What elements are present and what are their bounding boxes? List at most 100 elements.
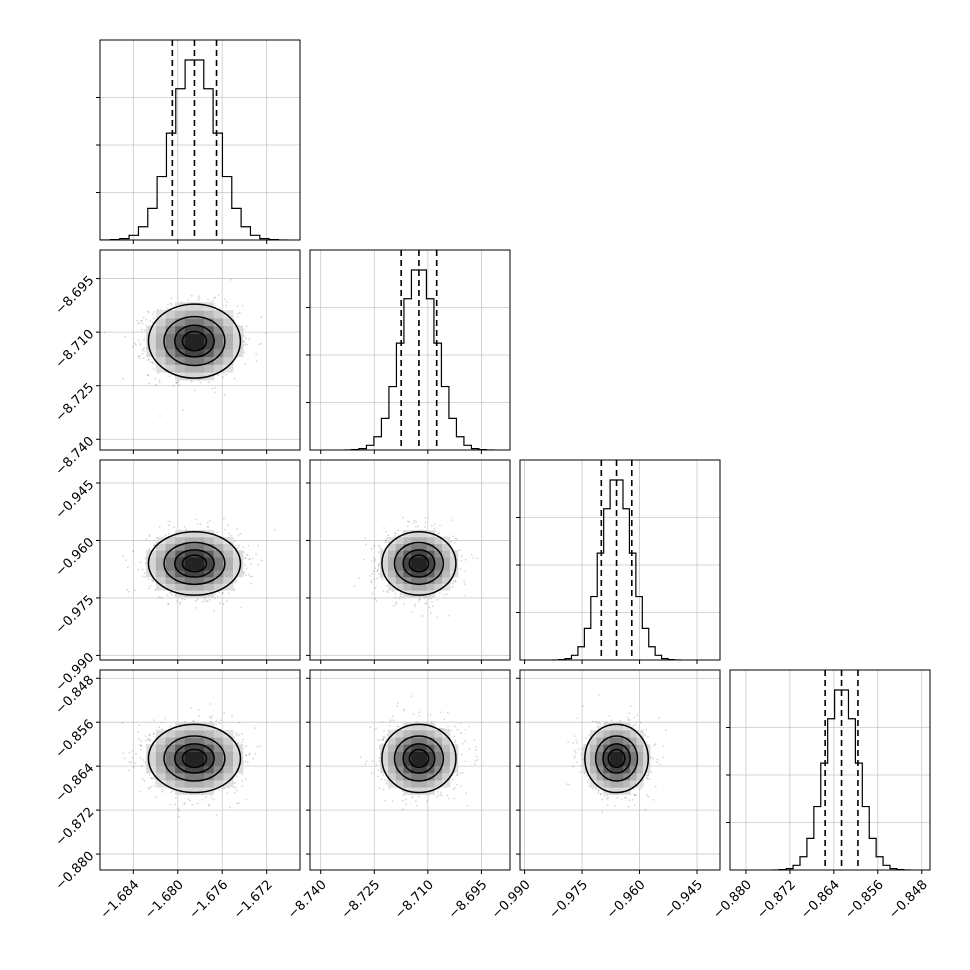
density-cell xyxy=(418,779,428,788)
scatter-point xyxy=(470,554,473,556)
scatter-point xyxy=(440,794,443,797)
scatter-point xyxy=(168,524,170,527)
scatter-point xyxy=(196,802,199,805)
density-cell xyxy=(194,333,205,342)
density-cell xyxy=(434,758,443,767)
scatter-point xyxy=(235,579,238,582)
density-cell xyxy=(165,765,176,774)
scatter-point xyxy=(236,802,238,805)
scatter-point xyxy=(407,521,410,523)
scatter-point xyxy=(185,528,188,531)
scatter-point xyxy=(156,308,159,311)
scatter-point xyxy=(238,733,241,736)
density-cell xyxy=(194,556,205,564)
density-cell xyxy=(411,550,420,558)
scatter-point xyxy=(599,793,602,796)
density-cell xyxy=(434,550,443,558)
scatter-point xyxy=(213,610,215,612)
scatter-point xyxy=(245,337,247,340)
density-cell xyxy=(184,576,195,584)
density-cell xyxy=(204,310,215,319)
density-cell xyxy=(184,737,195,745)
density-cell xyxy=(395,751,404,759)
density-cell xyxy=(442,536,451,545)
density-cell xyxy=(395,744,404,752)
scatter-point xyxy=(413,605,416,608)
density-cell xyxy=(449,563,459,571)
scatter-point xyxy=(128,769,130,772)
scatter-point xyxy=(464,558,467,561)
scatter-point xyxy=(138,738,141,740)
scatter-point xyxy=(207,803,210,806)
density-cell xyxy=(233,563,244,571)
density-cell xyxy=(155,744,167,752)
scatter-point xyxy=(143,780,146,782)
density-cell xyxy=(411,563,420,571)
density-cell xyxy=(146,341,157,350)
scatter-point xyxy=(588,734,590,737)
scatter-point xyxy=(476,557,479,559)
scatter-point xyxy=(141,322,144,325)
scatter-point xyxy=(440,727,443,730)
density-cell xyxy=(165,317,176,327)
scatter-point xyxy=(260,342,262,345)
scatter-point xyxy=(566,783,568,786)
scatter-point xyxy=(214,387,216,389)
scatter-point xyxy=(197,709,200,711)
scatter-point xyxy=(654,743,656,746)
contour-line xyxy=(163,315,226,367)
density-cell xyxy=(223,758,234,767)
scatter-point xyxy=(415,800,417,803)
density-cell xyxy=(636,772,644,781)
scatter-point xyxy=(363,558,365,561)
x-tick-label: −0.960 xyxy=(604,877,649,922)
density-cell xyxy=(175,536,186,545)
density-cell xyxy=(175,751,186,759)
density-cell xyxy=(603,758,611,767)
scatter-point xyxy=(645,774,647,777)
density-cell xyxy=(184,310,195,319)
density-cell xyxy=(442,576,451,584)
scatter-point xyxy=(148,534,151,536)
scatter-point xyxy=(141,568,144,571)
density-cell xyxy=(165,576,176,584)
scatter-point xyxy=(438,532,440,535)
x-tick-label: −8.695 xyxy=(446,877,491,922)
contour-line xyxy=(408,748,430,769)
contour-line xyxy=(381,723,457,794)
density-cell xyxy=(426,556,435,564)
scatter-point xyxy=(359,756,362,759)
density-cell xyxy=(442,737,451,745)
scatter-point xyxy=(141,320,144,322)
scatter-point xyxy=(403,708,405,711)
scatter-point xyxy=(147,786,150,789)
scatter-point xyxy=(151,361,154,364)
density-cell xyxy=(418,772,428,781)
scatter-point xyxy=(450,541,453,543)
density-cell xyxy=(175,302,186,311)
scatter-point xyxy=(364,763,367,765)
density-cell xyxy=(165,341,176,350)
density-cell xyxy=(175,556,186,564)
scatter-point xyxy=(601,798,604,800)
scatter-point xyxy=(606,795,609,797)
scatter-point xyxy=(150,786,152,788)
scatter-point xyxy=(246,554,249,557)
scatter-point xyxy=(645,728,648,731)
scatter-point xyxy=(237,312,240,315)
scatter-point xyxy=(459,772,462,775)
scatter-point xyxy=(407,525,409,528)
scatter-point xyxy=(132,345,134,348)
scatter-point xyxy=(632,724,635,727)
density-cell xyxy=(403,563,412,571)
density-cell xyxy=(590,758,598,767)
contour-line xyxy=(147,530,242,596)
scatter-point xyxy=(153,544,155,547)
density-cell xyxy=(411,758,420,767)
density-cell xyxy=(213,341,224,350)
scatter-point xyxy=(633,793,636,796)
scatter-point xyxy=(383,729,385,732)
scatter-point xyxy=(461,771,464,774)
scatter-point xyxy=(597,788,600,791)
density-cell xyxy=(395,536,404,545)
